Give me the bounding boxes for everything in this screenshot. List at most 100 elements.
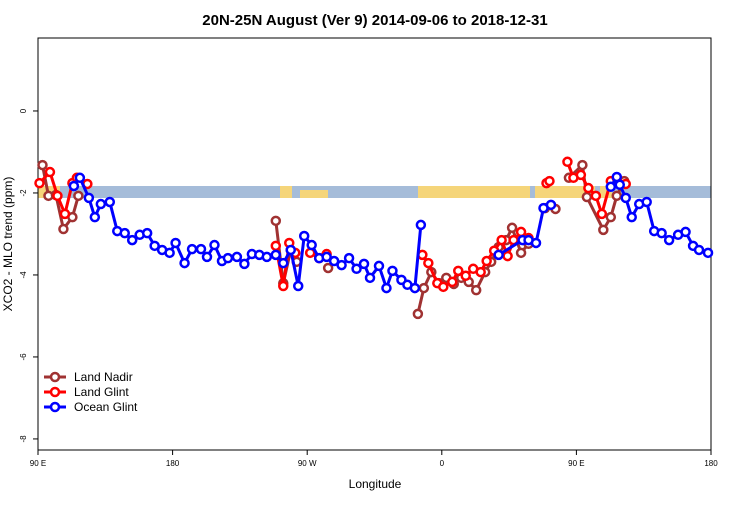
point bbox=[506, 222, 518, 234]
point bbox=[502, 250, 513, 262]
plot-frame bbox=[37, 37, 712, 451]
point bbox=[598, 224, 609, 236]
point bbox=[614, 179, 626, 191]
point bbox=[73, 190, 84, 202]
point bbox=[611, 190, 623, 202]
point bbox=[626, 211, 637, 223]
point bbox=[322, 262, 334, 274]
point bbox=[44, 166, 56, 178]
point bbox=[620, 192, 632, 204]
point bbox=[201, 251, 213, 263]
point bbox=[447, 276, 458, 288]
point bbox=[149, 240, 160, 252]
point bbox=[583, 182, 594, 194]
point bbox=[605, 211, 617, 223]
point bbox=[58, 223, 69, 235]
point bbox=[475, 266, 486, 278]
point bbox=[37, 159, 48, 171]
point bbox=[575, 169, 587, 181]
y-tick-label: 0 bbox=[19, 108, 28, 113]
point bbox=[663, 234, 675, 246]
point bbox=[126, 234, 138, 246]
point bbox=[545, 199, 557, 211]
x-tick-label: 90 E bbox=[30, 459, 46, 468]
point bbox=[59, 208, 71, 220]
point bbox=[68, 180, 80, 192]
point bbox=[170, 237, 181, 249]
map-strip bbox=[38, 186, 711, 198]
y-tick-label: -4 bbox=[19, 271, 28, 279]
legend-label: Land Nadir bbox=[74, 370, 133, 384]
point bbox=[278, 280, 289, 292]
point bbox=[239, 258, 250, 270]
point bbox=[481, 255, 492, 267]
point bbox=[581, 191, 593, 203]
point bbox=[460, 270, 471, 282]
point bbox=[590, 190, 602, 202]
point bbox=[515, 247, 527, 259]
legend-marker bbox=[49, 386, 61, 398]
point bbox=[195, 243, 207, 255]
point bbox=[261, 251, 273, 263]
point bbox=[409, 282, 421, 294]
point bbox=[693, 244, 705, 256]
point bbox=[605, 181, 617, 193]
point bbox=[292, 280, 304, 292]
point bbox=[496, 234, 507, 246]
point bbox=[186, 243, 198, 255]
point bbox=[298, 230, 310, 242]
point bbox=[641, 196, 652, 208]
point bbox=[222, 252, 234, 264]
point bbox=[596, 208, 608, 220]
point bbox=[415, 219, 427, 231]
point bbox=[438, 281, 449, 293]
legend-label: Ocean Glint bbox=[74, 400, 138, 414]
point bbox=[387, 265, 398, 277]
point bbox=[544, 175, 555, 187]
point bbox=[412, 308, 424, 320]
point bbox=[74, 172, 86, 184]
point bbox=[493, 249, 504, 261]
point bbox=[702, 247, 714, 259]
point bbox=[453, 265, 464, 277]
point bbox=[358, 258, 370, 270]
point bbox=[104, 196, 116, 208]
point bbox=[164, 247, 175, 259]
point bbox=[141, 227, 153, 239]
x-tick-label: 180 bbox=[704, 459, 718, 468]
point bbox=[270, 215, 282, 227]
point bbox=[306, 239, 317, 251]
point bbox=[270, 249, 282, 261]
point bbox=[328, 255, 340, 267]
chart-title: 20N-25N August (Ver 9) 2014-09-06 to 201… bbox=[202, 12, 547, 29]
point bbox=[364, 272, 376, 284]
point bbox=[656, 227, 667, 239]
point bbox=[95, 198, 107, 210]
point bbox=[336, 259, 347, 271]
point bbox=[89, 211, 101, 223]
point bbox=[34, 177, 45, 189]
point bbox=[530, 237, 542, 249]
point bbox=[83, 192, 95, 204]
point bbox=[270, 240, 282, 252]
point bbox=[418, 282, 430, 294]
point bbox=[351, 263, 362, 275]
point bbox=[562, 156, 573, 168]
point bbox=[278, 257, 289, 269]
point bbox=[209, 239, 220, 251]
y-tick-label: -8 bbox=[19, 435, 28, 443]
point bbox=[52, 190, 63, 202]
point bbox=[285, 244, 296, 256]
legend-marker bbox=[49, 401, 61, 413]
point bbox=[119, 227, 130, 239]
point bbox=[321, 251, 332, 263]
point bbox=[680, 226, 691, 238]
point bbox=[515, 226, 527, 238]
y-tick-label: -2 bbox=[19, 189, 28, 197]
y-axis-label: XCO2 - MLO trend (ppm) bbox=[1, 177, 15, 312]
y-tick-label: -6 bbox=[19, 353, 28, 361]
point bbox=[231, 251, 243, 263]
point bbox=[381, 282, 392, 294]
